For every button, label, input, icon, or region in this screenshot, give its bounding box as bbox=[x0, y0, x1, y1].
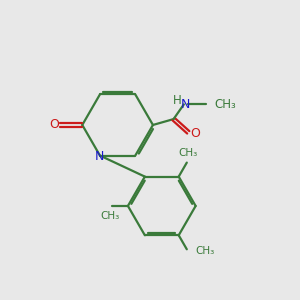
Text: CH₃: CH₃ bbox=[195, 246, 214, 256]
Text: CH₃: CH₃ bbox=[100, 211, 120, 221]
Text: N: N bbox=[181, 98, 190, 111]
Text: CH₃: CH₃ bbox=[214, 98, 236, 111]
Text: CH₃: CH₃ bbox=[179, 148, 198, 158]
Text: O: O bbox=[190, 127, 200, 140]
Text: H: H bbox=[173, 94, 182, 107]
Text: N: N bbox=[95, 150, 104, 163]
Text: O: O bbox=[49, 118, 59, 131]
